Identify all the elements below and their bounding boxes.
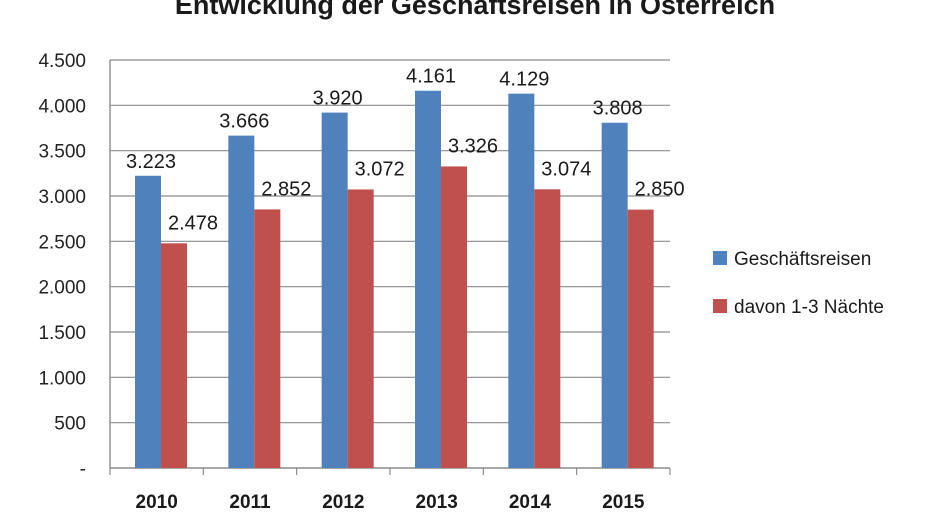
legend-label: davon 1-3 Nächte (734, 297, 884, 318)
y-tick-label: 2.000 (38, 278, 86, 299)
data-label: 3.074 (541, 158, 591, 180)
data-label: 3.223 (126, 151, 176, 173)
y-tick-label: 3.000 (38, 187, 86, 208)
x-tick-label: 2015 (602, 492, 645, 511)
data-label: 4.161 (406, 66, 456, 88)
data-labels: 3.223 3.666 3.920 4.161 4.129 3.808 2.478 2.852… (126, 66, 685, 235)
y-tick-label: 1.000 (38, 368, 86, 389)
data-label: 3.920 (313, 88, 363, 110)
bar-geschaeftsreisen (135, 175, 161, 469)
y-tick-label: 4.000 (38, 96, 86, 117)
data-label: 3.666 (219, 111, 269, 133)
legend-swatch (713, 299, 727, 313)
data-label: 2.852 (261, 178, 311, 200)
legend-swatch (713, 251, 727, 265)
x-tick-label: 2013 (416, 492, 458, 511)
chart-title: Entwicklung der Geschäftsreisen in Öster… (175, 0, 775, 20)
y-tick-label: 500 (54, 414, 86, 435)
y-tick-label: 3.500 (38, 142, 86, 163)
bar-geschaeftsreisen (508, 93, 535, 469)
bar-davon-1-3-naechte (347, 189, 374, 469)
bar-geschaeftsreisen (415, 90, 441, 469)
y-tick-label: 2.500 (38, 232, 86, 253)
data-label: 3.326 (448, 135, 498, 157)
x-tick-label: 2014 (509, 492, 552, 511)
legend-label: Geschäftsreisen (734, 249, 871, 270)
x-tick-label: 2010 (136, 492, 178, 511)
bars (135, 90, 654, 469)
bar-geschaeftsreisen (228, 135, 255, 468)
data-label: 3.808 (593, 98, 643, 120)
bar-geschaeftsreisen (601, 122, 628, 468)
bar-davon-1-3-naechte (534, 189, 561, 469)
bar-davon-1-3-naechte (254, 209, 281, 468)
x-tick-label: 2011 (229, 492, 271, 511)
axes: - 500 1.000 1.500 2.000 2.500 3.000 3.500 4.000 4… (38, 51, 671, 513)
y-tick-label: - (80, 459, 86, 480)
y-tick-label: 4.500 (38, 51, 86, 72)
gridlines (110, 59, 670, 424)
data-label: 2.478 (168, 212, 218, 234)
data-label: 3.072 (355, 158, 405, 180)
legend: Geschäftsreisen davon 1-3 Nächte (713, 249, 884, 318)
x-tick-label: 2012 (322, 492, 364, 511)
bar-davon-1-3-naechte (627, 209, 654, 468)
bar-davon-1-3-naechte (161, 243, 187, 468)
y-tick-label: 1.500 (38, 323, 86, 344)
data-label: 2.850 (635, 179, 685, 201)
bar-geschaeftsreisen (321, 112, 348, 468)
data-label: 4.129 (499, 69, 549, 91)
bar-davon-1-3-naechte (441, 166, 467, 468)
